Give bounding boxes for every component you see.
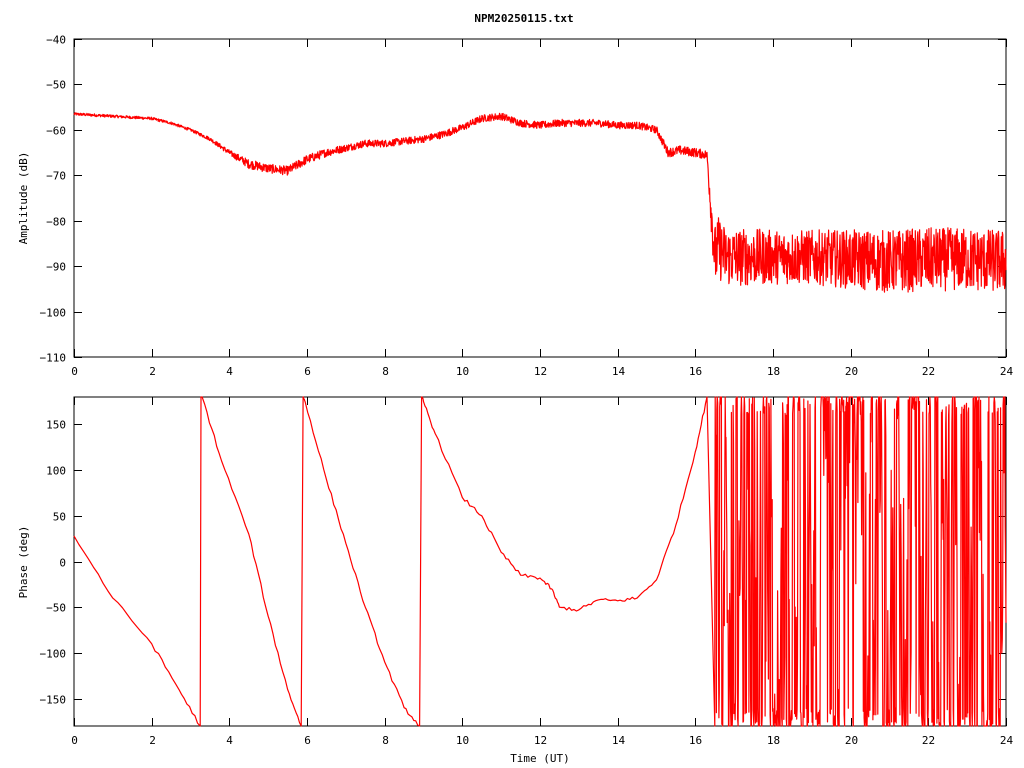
phase-y-tick-label: 100	[46, 465, 66, 478]
phase-x-tick-label: 6	[304, 734, 311, 747]
amplitude-y-ticks: −40 −50 −60 −70 −80 −90 −100 −110	[40, 34, 1006, 365]
amplitude-x-tick-label: 6	[304, 365, 311, 378]
phase-y-tick-label: −100	[40, 648, 67, 661]
phase-x-tick-label: 24	[1000, 734, 1014, 747]
phase-y-tick-label: 150	[46, 419, 66, 432]
amplitude-x-tick-label: 22	[922, 365, 935, 378]
phase-x-tick-label: 22	[922, 734, 935, 747]
phase-x-tick-label: 2	[149, 734, 156, 747]
phase-y-ticks: 150 100 50 0 −50 −100 −150	[40, 419, 1006, 707]
amplitude-y-tick-label: −70	[46, 170, 66, 183]
phase-y-tick-label: 50	[53, 511, 66, 524]
amplitude-plot-frame	[73, 38, 1007, 358]
amplitude-y-tick-label: −100	[40, 307, 67, 320]
amplitude-x-tick-label: 2	[149, 365, 156, 378]
chart-title: NPM20250115.txt	[474, 12, 573, 25]
phase-series-line	[73, 396, 1007, 727]
amplitude-y-tick-label: −90	[46, 261, 66, 274]
phase-x-tick-label: 12	[534, 734, 547, 747]
phase-x-ticks: 0 2 4 6 8 10 12 14 16 18 20 22 24	[71, 397, 1013, 747]
phase-x-tick-label: 8	[382, 734, 389, 747]
amplitude-y-tick-label: −60	[46, 125, 66, 138]
phase-x-tick-label: 16	[689, 734, 702, 747]
phase-y-tick-label: −150	[40, 694, 67, 707]
phase-x-tick-label: 0	[71, 734, 78, 747]
amplitude-x-tick-label: 18	[767, 365, 780, 378]
amplitude-x-tick-label: 10	[456, 365, 469, 378]
phase-x-tick-label: 14	[612, 734, 626, 747]
phase-y-tick-label: 0	[59, 557, 66, 570]
phase-x-tick-label: 20	[845, 734, 858, 747]
amplitude-y-tick-label: −110	[40, 352, 67, 365]
x-axis-label: Time (UT)	[510, 752, 570, 765]
amplitude-panel: −40−50−60−70−80−90−100−110 0 2 4 6 8 10 12 14 16…	[17, 34, 1013, 379]
amplitude-x-tick-label: 4	[226, 365, 233, 378]
amplitude-x-tick-label: 14	[612, 365, 626, 378]
amplitude-y-tick-label: −80	[46, 216, 66, 229]
amplitude-y-axis-label: Amplitude (dB)	[17, 152, 30, 245]
amplitude-x-tick-label: 0	[71, 365, 78, 378]
phase-y-tick-label: −50	[46, 602, 66, 615]
amplitude-x-ticks: 0 2 4 6 8 10 12 14 16 18 20 22 24	[71, 39, 1013, 378]
amplitude-x-tick-label: 24	[1000, 365, 1014, 378]
phase-x-tick-label: 18	[767, 734, 780, 747]
phase-x-tick-label: 4	[226, 734, 233, 747]
amplitude-x-tick-label: 12	[534, 365, 547, 378]
amplitude-x-tick-label: 16	[689, 365, 702, 378]
phase-x-tick-label: 10	[456, 734, 469, 747]
phase-y-axis-label: Phase (deg)	[17, 526, 30, 599]
amplitude-series-line	[73, 112, 1007, 293]
amplitude-y-tick-label: −50	[46, 79, 66, 92]
amplitude-y-tick-label: −40	[46, 34, 66, 47]
amplitude-x-tick-label: 20	[845, 365, 858, 378]
amplitude-x-tick-label: 8	[382, 365, 389, 378]
